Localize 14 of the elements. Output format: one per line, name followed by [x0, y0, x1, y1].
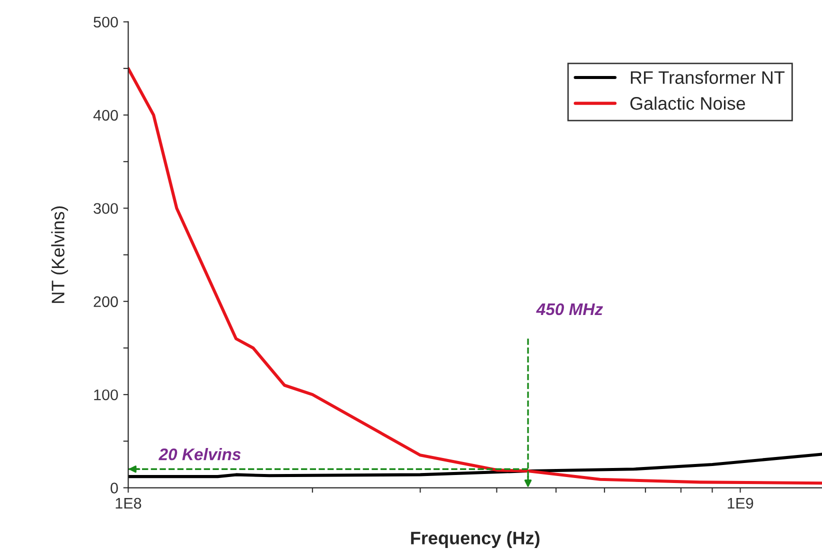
- y-tick-label: 300: [94, 203, 118, 214]
- y-tick-label: 500: [94, 16, 118, 28]
- y-tick-label: 0: [110, 482, 118, 494]
- y-tick-label: 400: [93, 110, 118, 121]
- y-tick-label: 100: [94, 389, 118, 400]
- x-tick-label: 1E9: [728, 498, 754, 509]
- x-tick-label: 1E8: [116, 498, 142, 509]
- legend-label: RF Transformer NT: [630, 70, 785, 84]
- ref-line-label: 450 MHz: [536, 303, 603, 316]
- y-axis-title: NT (Kelvins): [51, 206, 68, 303]
- legend-label: Galactic Noise: [630, 96, 746, 110]
- ref-line-label: 20 Kelvins: [158, 448, 241, 460]
- x-axis-title: Frequency (Hz): [411, 531, 540, 548]
- y-tick-label: 200: [94, 296, 118, 308]
